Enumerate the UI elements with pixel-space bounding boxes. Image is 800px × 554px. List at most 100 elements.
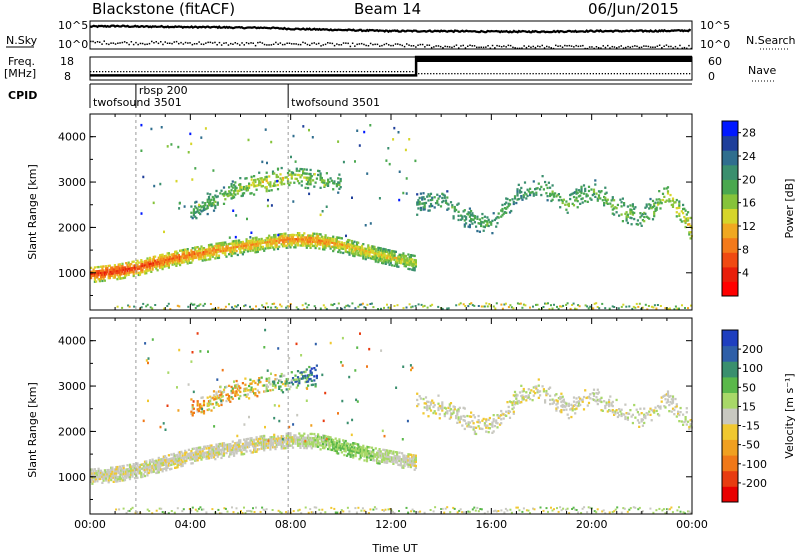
velocity-cell	[228, 455, 231, 458]
power-cell	[189, 261, 192, 264]
nave-point	[348, 71, 351, 73]
velocity-cell	[304, 436, 307, 439]
power-cell	[260, 239, 263, 243]
power-cell	[446, 208, 449, 211]
velocity-cell	[205, 451, 208, 454]
power-cell	[192, 256, 195, 260]
velocity-cell	[264, 440, 267, 443]
velocity-cell	[561, 403, 564, 407]
velocity-cell	[295, 386, 298, 389]
power-cell	[152, 264, 155, 267]
power-cell	[586, 305, 589, 308]
power-cell	[261, 184, 264, 188]
nsearch-point	[543, 47, 546, 49]
power-cell	[221, 193, 224, 196]
power-cell	[409, 258, 412, 261]
velocity-cell	[180, 460, 183, 464]
noise-ytick-right-bottom: 10^0	[700, 38, 730, 51]
nsearch-point	[144, 43, 146, 46]
velocity-cell	[317, 445, 320, 448]
velocity-cell	[155, 461, 158, 464]
velocity-cell	[561, 405, 564, 409]
power-cell	[292, 171, 295, 175]
velocity-cell	[521, 396, 524, 399]
velocity-cell	[515, 395, 518, 398]
nsearch-point	[686, 47, 688, 50]
power-cell	[186, 254, 189, 257]
velocity-cell	[391, 456, 394, 459]
velocity-cell	[309, 369, 312, 372]
velocity-cell	[535, 387, 538, 390]
power-cell	[412, 254, 415, 257]
nave-point	[680, 73, 682, 75]
velocity-cell	[118, 473, 121, 476]
power-cell	[441, 307, 444, 310]
power-cell	[146, 303, 149, 306]
velocity-cell	[204, 445, 207, 448]
power-cell	[128, 265, 132, 268]
nsearch-point	[676, 47, 679, 50]
velocity-cell	[275, 443, 278, 446]
power-cell	[680, 210, 683, 213]
power-cell	[117, 267, 120, 270]
nsearch-point	[525, 46, 528, 49]
power-cell	[402, 307, 405, 310]
velocity-cell	[298, 438, 301, 441]
power-cell	[552, 193, 555, 196]
velocity-cell	[338, 438, 341, 441]
power-cell	[388, 259, 391, 262]
velocity-cell	[243, 444, 246, 447]
power-cell	[486, 222, 489, 225]
nsearch-point	[333, 44, 336, 47]
nsearch-point	[160, 41, 162, 43]
nsearch-point	[128, 43, 130, 46]
power-cell	[426, 195, 429, 198]
power-cell	[363, 306, 366, 309]
power-cell	[340, 243, 343, 246]
velocity-cell	[206, 455, 209, 458]
power-cell	[307, 234, 310, 237]
velocity-cell	[240, 453, 243, 456]
velocity-cell	[101, 471, 104, 474]
power-cell	[357, 305, 360, 308]
nave-point	[427, 73, 429, 75]
power-cell	[190, 211, 193, 214]
power-cell	[209, 199, 212, 202]
velocity-cell	[150, 471, 153, 474]
power-cell	[416, 193, 419, 196]
velocity-cell	[200, 396, 203, 399]
velocity-cell	[310, 371, 313, 374]
power-cell	[387, 147, 390, 150]
power-cell	[127, 304, 130, 307]
velocity-cell	[150, 465, 153, 468]
power-cell	[455, 304, 458, 307]
nave-point	[132, 71, 134, 73]
power-cell	[541, 175, 544, 178]
power-cell	[315, 244, 318, 248]
power-cell	[216, 244, 219, 247]
power-cell	[226, 192, 229, 196]
power-cell	[133, 266, 137, 269]
velocity-cell	[175, 458, 178, 461]
velocity-cell	[219, 453, 222, 456]
power-cell	[283, 234, 286, 237]
power-cell	[224, 247, 227, 250]
power-cell	[374, 254, 377, 257]
velocity-cell	[483, 422, 486, 425]
velocity-cell	[302, 444, 305, 448]
velocity-cell	[221, 391, 224, 394]
power-cell	[160, 260, 163, 263]
power-cell	[551, 307, 554, 310]
power-cell	[182, 254, 185, 258]
power-cell	[269, 238, 272, 241]
velocity-cell	[285, 388, 288, 391]
velocity-cell	[487, 418, 490, 421]
velocity-cell	[597, 399, 601, 402]
power-cell	[611, 305, 614, 308]
power-cell	[687, 211, 690, 214]
power-cell	[151, 262, 154, 265]
velocity-cell	[100, 471, 103, 474]
nave-point	[105, 71, 107, 73]
nave-point	[333, 71, 336, 73]
velocity-cell	[365, 460, 369, 463]
